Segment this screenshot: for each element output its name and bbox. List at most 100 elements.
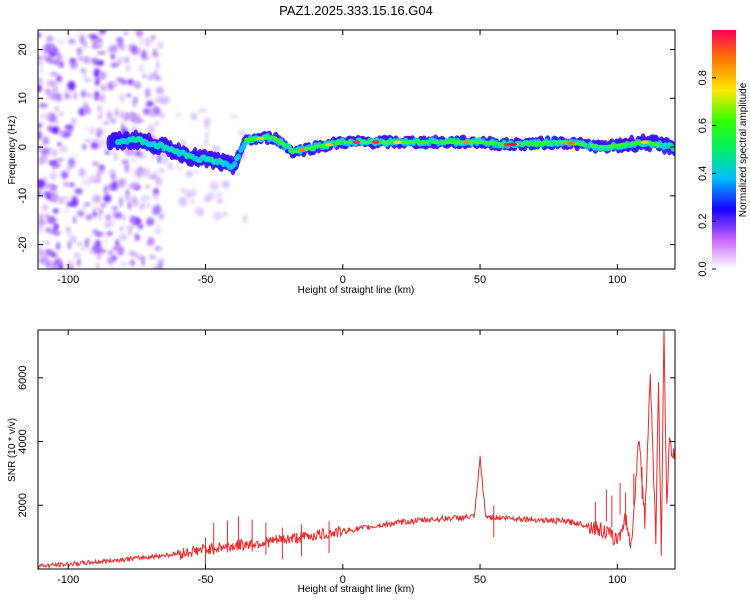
ridge-core: [475, 140, 480, 144]
noise-blob: [126, 111, 136, 120]
ridge-peak: [371, 140, 380, 144]
noise-blob: [56, 39, 65, 45]
noise-blob: [106, 110, 113, 121]
noise-blob: [38, 224, 44, 234]
noise-blob: [119, 233, 128, 241]
noise-blob: [38, 78, 42, 83]
noise-blob: [180, 140, 186, 148]
noise-blob: [121, 159, 129, 165]
noise-blob: [54, 231, 60, 236]
noise-blob: [119, 225, 124, 233]
ridge-peak: [256, 136, 265, 141]
noise-blob: [40, 147, 49, 156]
noise-blob: [124, 192, 131, 202]
noise-blob: [98, 37, 103, 43]
noise-blob: [107, 256, 114, 265]
noise-blob: [54, 47, 59, 56]
ridge-peak: [462, 140, 471, 144]
noise-blob: [154, 68, 158, 77]
noise-blob: [150, 34, 157, 40]
ridge-core: [455, 140, 460, 144]
noise-blob: [119, 196, 124, 207]
noise-blob: [133, 253, 141, 258]
noise-blob: [203, 139, 209, 146]
noise-blob: [133, 57, 137, 61]
noise-blob: [110, 118, 116, 124]
noise-blob: [167, 162, 174, 171]
noise-blob: [69, 235, 77, 244]
noise-blob: [105, 213, 112, 222]
noise-blob: [140, 195, 150, 202]
noise-blob: [212, 211, 223, 221]
noise-blob: [44, 212, 49, 220]
noise-blob: [61, 170, 69, 180]
noise-blob: [38, 103, 48, 109]
ridge-core: [582, 143, 588, 147]
noise-blob: [69, 266, 74, 269]
noise-blob: [182, 197, 188, 207]
noise-blob: [42, 204, 49, 211]
noise-blob: [85, 238, 89, 248]
noise-blob: [59, 145, 69, 153]
noise-blob: [38, 32, 42, 38]
y-tick-label: -20: [17, 237, 29, 253]
noise-blob: [68, 38, 76, 45]
ridge-core: [389, 140, 394, 144]
ridge-core: [547, 140, 552, 145]
noise-blob: [77, 56, 85, 62]
colorbar-label: Normalized spectral amplitude: [738, 82, 749, 217]
noise-blob: [117, 56, 122, 66]
noise-blob: [112, 81, 119, 87]
noise-blob: [117, 93, 127, 100]
noise-blob: [103, 236, 108, 245]
noise-blob: [78, 107, 86, 116]
noise-blob: [152, 48, 158, 58]
noise-blob: [134, 234, 141, 241]
noise-blob: [108, 221, 116, 225]
noise-blob: [59, 112, 64, 116]
snr-frame: [37, 329, 676, 570]
noise-blob: [100, 202, 107, 208]
noise-blob: [110, 53, 115, 60]
noise-blob: [90, 141, 100, 150]
noise-blob: [81, 144, 87, 150]
noise-blob: [83, 78, 92, 82]
noise-blob: [142, 74, 146, 78]
noise-blob: [135, 115, 142, 125]
noise-blob: [126, 93, 132, 98]
y-tick-label: 2000: [17, 493, 29, 517]
noise-blob: [38, 123, 43, 129]
x-tick-label: -100: [57, 574, 79, 586]
noise-blob: [80, 247, 86, 251]
noise-blob: [97, 231, 105, 237]
ridge-core: [415, 140, 421, 144]
noise-blob: [91, 206, 100, 212]
noise-blob: [100, 165, 105, 170]
noise-blob: [206, 191, 216, 201]
noise-blob: [81, 204, 87, 211]
noise-blob: [124, 163, 130, 170]
noise-blob: [38, 190, 42, 197]
y-tick-label: 6000: [17, 366, 29, 390]
x-tick-label: 50: [474, 274, 486, 286]
noise-blob: [221, 180, 230, 189]
noise-blob: [117, 245, 125, 256]
noise-blob: [142, 108, 151, 115]
y-tick-label: 4000: [17, 429, 29, 453]
noise-blob: [96, 129, 103, 136]
noise-blob: [156, 60, 160, 70]
noise-blob: [41, 55, 49, 59]
noise-blob: [38, 156, 44, 166]
noise-blob: [57, 142, 61, 146]
noise-blob: [97, 248, 107, 254]
noise-blob: [190, 112, 198, 121]
colorbar-tick-label: 0.2: [697, 214, 709, 229]
x-tick-label: 0: [340, 274, 346, 286]
noise-blob: [53, 60, 60, 65]
noise-blob: [38, 84, 42, 93]
noise-blob: [99, 93, 106, 103]
noise-blob: [83, 138, 93, 144]
noise-blob: [145, 184, 150, 190]
noise-blob: [64, 93, 72, 100]
